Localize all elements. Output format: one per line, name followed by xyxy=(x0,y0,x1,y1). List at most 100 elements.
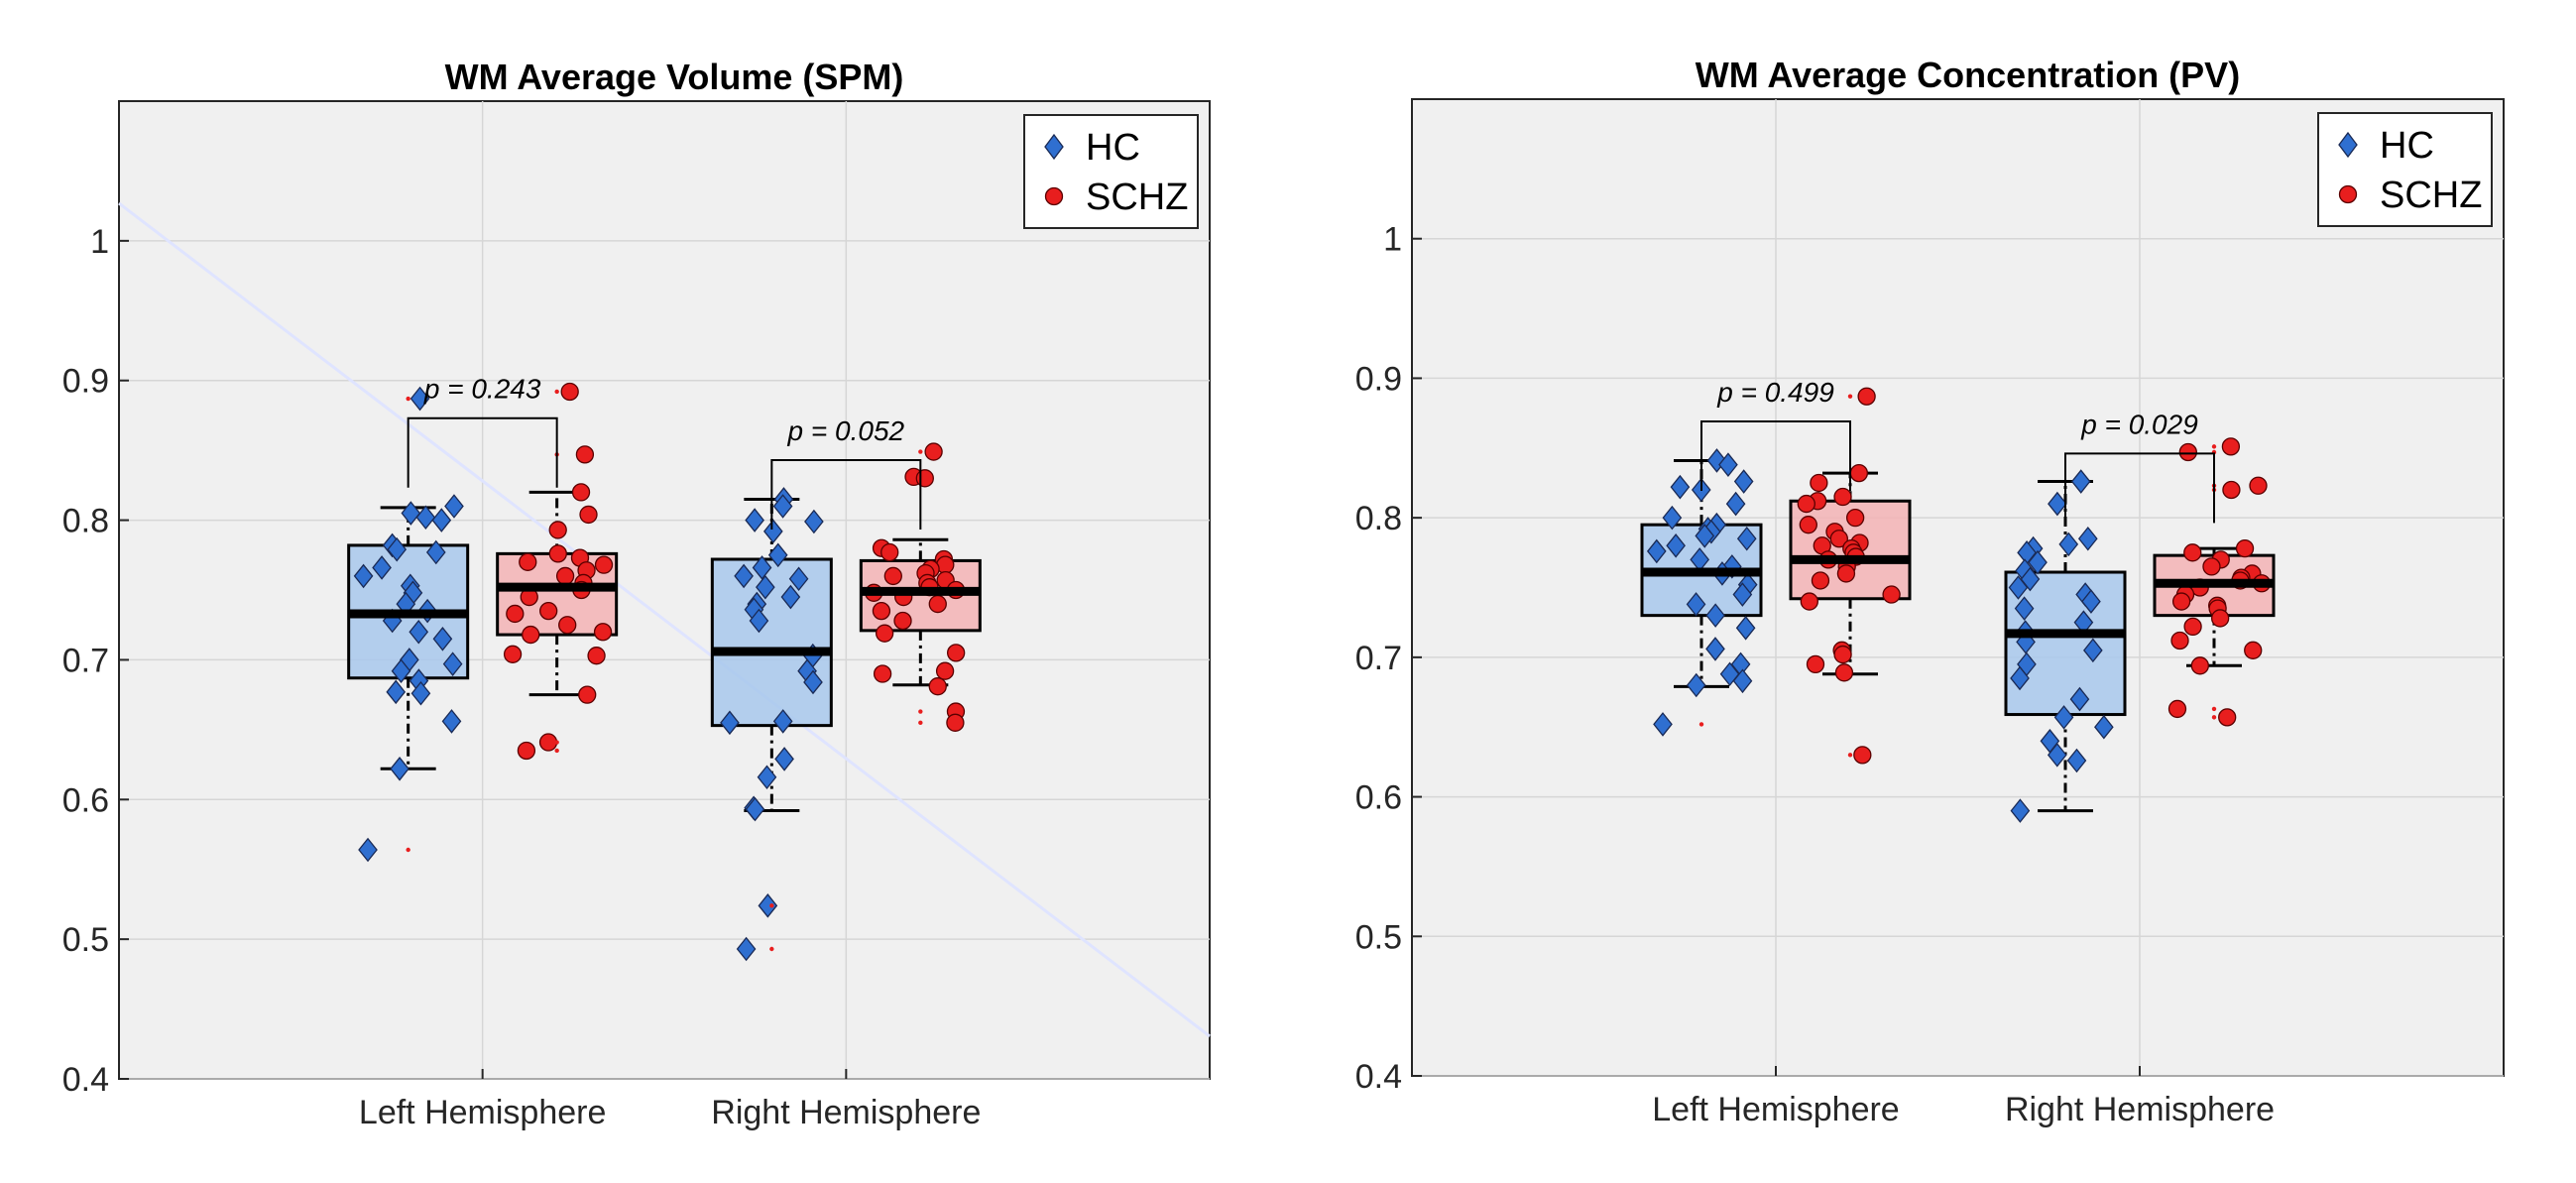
bracket-line xyxy=(2064,452,2215,524)
data-point xyxy=(928,594,947,614)
data-point xyxy=(431,508,452,532)
data-point xyxy=(1800,592,1818,611)
data-point xyxy=(1736,526,1757,551)
x-tick-label: Left Hemisphere xyxy=(359,1094,606,1131)
data-point xyxy=(2183,543,2202,562)
data-point xyxy=(1666,532,1686,558)
outlier-marker xyxy=(554,740,559,745)
data-point xyxy=(1653,712,1673,737)
data-point xyxy=(2048,491,2067,517)
data-point xyxy=(558,616,577,635)
data-point xyxy=(1882,585,1901,604)
data-point xyxy=(1853,746,1872,765)
data-point xyxy=(1705,603,1725,628)
data-point xyxy=(872,601,891,621)
outlier-marker xyxy=(918,449,923,454)
outlier-marker xyxy=(769,903,774,908)
data-point xyxy=(803,669,823,695)
data-point xyxy=(924,442,943,461)
data-point xyxy=(1686,592,1706,617)
data-point xyxy=(745,508,764,532)
data-point xyxy=(503,645,523,663)
y-tick-label: 1 xyxy=(90,223,109,261)
data-point xyxy=(2053,705,2074,730)
data-point xyxy=(1833,487,1852,507)
data-point xyxy=(1797,494,1815,514)
y-tick-label: 0.7 xyxy=(62,642,109,679)
data-point xyxy=(390,757,410,781)
data-point xyxy=(2081,589,2101,614)
data-point xyxy=(2222,480,2241,500)
chart-title: WM Average Volume (SPM) xyxy=(445,57,904,97)
data-point xyxy=(1810,473,1828,493)
y-tick-label: 0.4 xyxy=(62,1061,109,1099)
data-point xyxy=(1646,538,1667,564)
data-point xyxy=(387,536,408,562)
data-point xyxy=(1732,582,1753,607)
data-point xyxy=(425,539,446,565)
legend-label: HC xyxy=(2380,125,2434,167)
data-point xyxy=(441,709,462,734)
data-point xyxy=(2190,656,2209,675)
data-point xyxy=(353,563,374,589)
data-point xyxy=(415,505,436,531)
data-point xyxy=(1732,668,1753,694)
data-point xyxy=(2010,798,2031,823)
data-point xyxy=(538,733,558,752)
data-point xyxy=(935,661,955,680)
data-point xyxy=(883,566,902,586)
significance-bracket: p = 0.029 xyxy=(2064,409,2215,524)
data-point xyxy=(788,566,809,592)
data-point xyxy=(758,893,778,918)
bracket-line xyxy=(1700,420,1851,492)
data-point xyxy=(579,505,598,525)
data-point xyxy=(372,555,392,580)
data-point xyxy=(873,664,892,683)
data-point xyxy=(2008,575,2029,600)
legend-marker-diamond xyxy=(1044,133,1064,161)
data-point xyxy=(593,623,613,642)
y-tick-label: 0.8 xyxy=(1355,500,1402,537)
outlier-marker xyxy=(769,946,774,952)
data-point xyxy=(762,519,783,544)
data-point xyxy=(444,494,464,519)
p-value-label: p = 0.052 xyxy=(787,415,905,446)
data-point xyxy=(2077,526,2098,551)
data-point xyxy=(756,574,775,600)
data-point xyxy=(2202,557,2221,576)
y-tick-label: 0.5 xyxy=(1355,918,1402,956)
data-point xyxy=(2069,686,2090,712)
box-schz-right xyxy=(2153,437,2276,727)
data-point xyxy=(548,521,567,539)
y-tick-label: 0.9 xyxy=(62,363,109,401)
data-point xyxy=(774,747,794,771)
significance-bracket: p = 0.499 xyxy=(1700,377,1851,492)
data-point xyxy=(548,544,567,563)
data-point xyxy=(947,644,966,662)
data-point xyxy=(1718,452,1738,477)
data-point xyxy=(1836,564,1856,583)
data-point xyxy=(2070,469,2091,494)
outlier-marker xyxy=(918,709,923,714)
legend-marker-diamond xyxy=(2338,131,2358,159)
data-point xyxy=(2066,748,2087,773)
box-hc-left xyxy=(1640,448,1763,737)
y-tick-label: 0.8 xyxy=(62,503,109,540)
x-tick-label: Right Hemisphere xyxy=(2005,1091,2275,1128)
legend-label: SCHZ xyxy=(2380,175,2482,216)
legend: HC SCHZ xyxy=(2317,112,2493,227)
data-point xyxy=(757,765,777,790)
data-point xyxy=(767,542,788,568)
data-point xyxy=(1695,524,1715,548)
data-point xyxy=(915,469,934,488)
data-point xyxy=(1806,654,1825,674)
box-hc-right xyxy=(2004,469,2127,823)
data-point xyxy=(2178,442,2197,462)
data-point xyxy=(2058,532,2079,557)
p-value-label: p = 0.029 xyxy=(2080,409,2198,439)
p-value-label: p = 0.243 xyxy=(423,374,541,405)
data-point xyxy=(2171,592,2191,611)
outlier-marker xyxy=(2211,444,2217,449)
box-hc-right xyxy=(710,487,833,962)
data-point xyxy=(1829,530,1848,548)
